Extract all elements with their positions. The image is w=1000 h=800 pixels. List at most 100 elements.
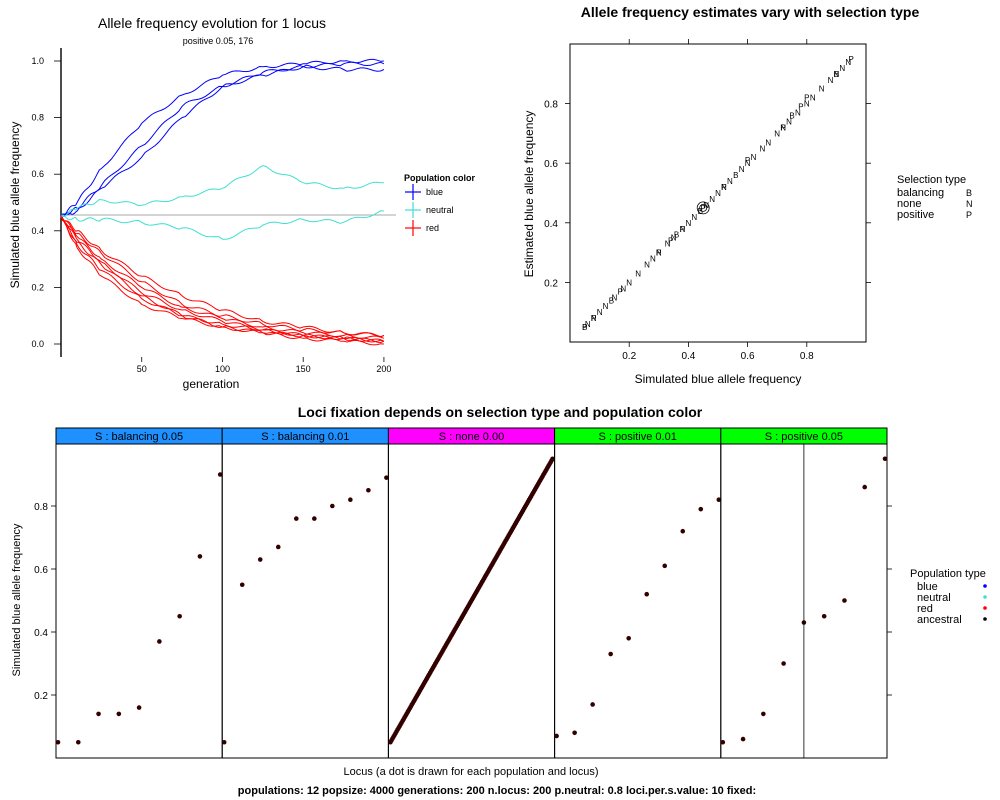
- fixation-legend-dot: [983, 584, 987, 588]
- estimates-point-balancing: B: [698, 207, 703, 216]
- estimates-point-positive: P: [721, 183, 726, 192]
- estimates-point-none: N: [591, 314, 597, 323]
- estimates-point-none: N: [810, 94, 816, 103]
- fixation-y-tick-label: 0.4: [34, 628, 48, 639]
- fixation-point: [842, 598, 847, 603]
- evolution-series-line-red: [60, 216, 385, 338]
- evolution-legend-items: blue neutral red: [405, 184, 454, 236]
- evolution-legend-label: red: [426, 223, 439, 233]
- estimates-point-none: N: [691, 213, 697, 222]
- fixation-panel-frame: [221, 443, 389, 759]
- estimates-point-balancing: B: [674, 231, 679, 240]
- fixation-legend-dot: [983, 617, 987, 621]
- evolution-x-tick-label: 50: [137, 364, 147, 374]
- estimates-legend-symbol: N: [966, 199, 973, 209]
- fixation-point: [75, 739, 81, 745]
- fixation-point: [590, 702, 595, 707]
- estimates-points-group: BBBBBBBNNNNNNNNNNNNNNNNNNNNNNNNNNNNNNNNN…: [582, 55, 854, 332]
- fixation-point: [626, 636, 631, 641]
- evolution-x-tick-label: 150: [296, 364, 311, 374]
- estimates-point-none: N: [680, 225, 686, 234]
- fixation-strip-label: S : none 0.00: [439, 431, 504, 443]
- evolution-y-axis: 0.0 0.2 0.4 0.6 0.8 1.0: [31, 56, 61, 349]
- estimates-legend-label: balancing: [897, 187, 944, 199]
- estimates-point-balancing: B: [834, 70, 839, 79]
- estimates-point-positive: P: [591, 314, 596, 323]
- fixation-point: [862, 484, 868, 490]
- fixation-y-tick-label: 0.6: [34, 565, 48, 576]
- estimates-point-none: N: [597, 308, 603, 317]
- evolution-series-group: [60, 58, 385, 346]
- evolution-y-tick-label: 0.2: [31, 282, 44, 292]
- estimates-point-none: N: [795, 109, 801, 118]
- evolution-series-line-red: [60, 216, 385, 343]
- fixation-point: [293, 516, 299, 521]
- evolution-y-tick-label: 0.8: [31, 113, 44, 123]
- evolution-series-line-red: [60, 216, 385, 339]
- estimates-point-positive: P: [798, 103, 803, 112]
- fixation-point: [698, 506, 704, 512]
- estimates-point-none: N: [715, 189, 721, 198]
- estimates-point-balancing: B: [789, 112, 794, 121]
- estimates-plot-frame: [569, 43, 867, 343]
- estimates-point-none: N: [765, 138, 771, 147]
- estimates-x-tick-label: 0.2: [622, 351, 636, 362]
- estimates-point-positive: P: [780, 123, 785, 132]
- estimates-x-tick-label: 0.8: [800, 351, 814, 362]
- evolution-series-line-red: [60, 216, 384, 346]
- estimates-point-none: N: [774, 129, 780, 138]
- estimates-legend-label: none: [897, 198, 921, 210]
- fixation-point: [275, 544, 281, 550]
- estimates-point-positive: P: [804, 94, 809, 103]
- estimates-point-none: N: [760, 144, 766, 153]
- estimates-point-none: N: [739, 165, 745, 174]
- evolution-y-tick-label: 0.0: [31, 339, 44, 349]
- evolution-series-line-red: [60, 216, 385, 344]
- estimates-point-positive: P: [680, 225, 685, 234]
- estimates-point-none: N: [780, 123, 786, 132]
- fixation-point: [157, 639, 162, 644]
- evolution-x-tick-label: 100: [215, 364, 230, 374]
- estimates-point-none: N: [650, 255, 656, 264]
- fixation-panel-frame: [55, 443, 223, 759]
- estimates-point-none: N: [612, 293, 618, 302]
- evolution-subtitle: positive 0.05, 176: [183, 36, 254, 46]
- evolution-legend-label: blue: [426, 187, 443, 197]
- fixation-strip-label: S : balancing 0.05: [95, 431, 183, 443]
- fixation-point: [348, 497, 353, 503]
- estimates-point-none: N: [703, 201, 709, 210]
- estimates-x-label: Simulated blue allele frequency: [635, 372, 802, 386]
- fixation-point: [740, 736, 746, 742]
- evolution-series-line-red: [60, 216, 385, 342]
- fixation-point: [608, 651, 613, 657]
- fixation-legend-label: red: [917, 603, 933, 615]
- estimates-y-label: Estimated blue allele frequency: [522, 111, 536, 278]
- estimates-point-none: N: [786, 117, 792, 126]
- fixation-legend-label: neutral: [917, 592, 951, 604]
- fixation-y-tick-label: 0.8: [34, 502, 48, 513]
- estimates-point-none: N: [819, 85, 825, 94]
- estimates-point-none: N: [834, 70, 840, 79]
- estimates-point-none: N: [828, 76, 834, 85]
- fixation-legend-dot: [983, 606, 987, 610]
- estimates-point-none: N: [620, 284, 626, 293]
- fixation-legend-label: blue: [917, 581, 938, 593]
- evolution-series-line-neutral: [60, 165, 384, 218]
- evolution-series-line-blue: [60, 58, 384, 218]
- fixation-point: [116, 711, 122, 717]
- estimates-point-none: N: [665, 240, 671, 249]
- estimates-legend-title: Selection type: [897, 174, 966, 186]
- fixation-point: [781, 661, 786, 666]
- estimates-point-none: N: [839, 64, 845, 73]
- evolution-y-tick-label: 0.4: [31, 226, 44, 236]
- fixation-y-tick-label: 0.2: [34, 691, 48, 702]
- estimates-point-none: N: [751, 153, 757, 162]
- fixation-point: [644, 591, 650, 597]
- estimates-point-balancing: B: [733, 171, 738, 180]
- estimates-title: Allele frequency estimates vary with sel…: [581, 4, 920, 20]
